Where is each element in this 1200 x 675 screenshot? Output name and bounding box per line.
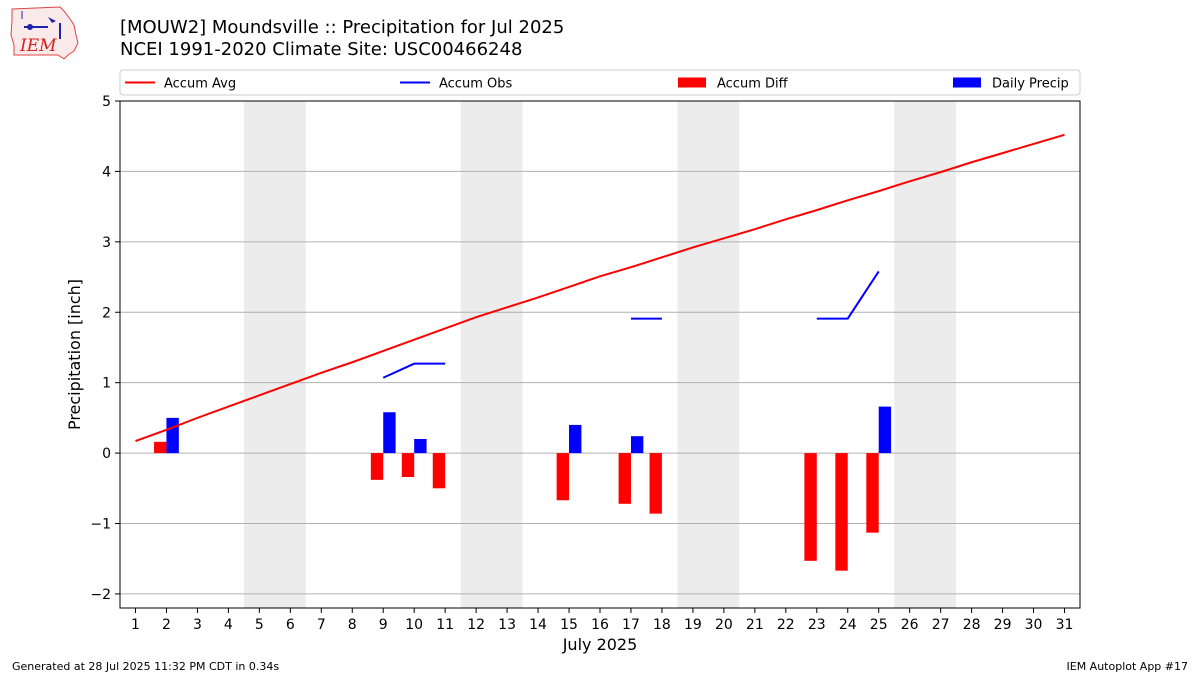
y-tick-label: 5 xyxy=(102,94,111,110)
x-tick-label: 22 xyxy=(777,617,795,633)
accum-diff-bar xyxy=(804,453,817,561)
x-axis-label: July 2025 xyxy=(562,635,638,654)
x-tick-label: 24 xyxy=(839,617,857,633)
x-tick-label: 3 xyxy=(193,617,202,633)
x-tick-label: 13 xyxy=(498,617,516,633)
x-tick-label: 20 xyxy=(715,617,733,633)
x-tick-label: 23 xyxy=(808,617,826,633)
accum-obs-line xyxy=(816,270,880,320)
y-tick-label: 4 xyxy=(102,164,111,180)
x-tick-label: 4 xyxy=(224,617,233,633)
chart-subtitle: NCEI 1991-2020 Climate Site: USC00466248 xyxy=(120,39,523,60)
y-tick-label: 1 xyxy=(102,376,111,392)
x-tick-label: 9 xyxy=(379,617,388,633)
daily-precip-bar xyxy=(166,417,179,454)
x-tick-label: 12 xyxy=(467,617,485,633)
daily-precip-bar xyxy=(414,439,427,454)
x-tick-label: 21 xyxy=(746,617,764,633)
daily-precip-bar xyxy=(630,436,644,454)
x-tick-label: 19 xyxy=(684,617,702,633)
x-tick-label: 5 xyxy=(255,617,264,633)
x-tick-label: 14 xyxy=(529,617,547,633)
y-tick-label: −1 xyxy=(90,517,111,533)
legend-box xyxy=(119,69,1081,96)
legend-label: Accum Diff xyxy=(717,77,789,92)
logo-text: IEM xyxy=(19,36,57,56)
daily-precip-bar xyxy=(383,412,396,454)
accum-diff-bar xyxy=(618,453,631,504)
x-tick-label: 27 xyxy=(932,617,950,633)
x-tick-label: 10 xyxy=(405,617,423,633)
accum-obs-line xyxy=(382,362,446,379)
x-tick-label: 1 xyxy=(131,617,140,633)
iem-logo-icon: IEM xyxy=(10,6,79,59)
footer-generated-text: Generated at 28 Jul 2025 11:32 PM CDT in… xyxy=(12,660,280,673)
x-tick-label: 2 xyxy=(162,617,171,633)
weekend-shade xyxy=(460,101,523,608)
x-tick-label: 17 xyxy=(622,617,640,633)
daily-precip-bar xyxy=(878,406,892,454)
x-tick-label: 25 xyxy=(870,617,888,633)
x-tick-label: 8 xyxy=(348,617,357,633)
accum-diff-bar xyxy=(154,441,167,454)
x-tick-label: 29 xyxy=(994,617,1012,633)
y-tick-label: −2 xyxy=(90,587,111,603)
legend-swatch-bar xyxy=(953,77,981,88)
y-tick-label: 3 xyxy=(102,235,111,251)
x-tick-label: 30 xyxy=(1025,617,1043,633)
legend-label: Accum Avg xyxy=(164,77,236,92)
legend-label: Accum Obs xyxy=(439,77,512,92)
y-axis-label: Precipitation [inch] xyxy=(65,279,84,430)
accum-diff-bar xyxy=(556,453,570,501)
y-tick-label: 2 xyxy=(102,305,111,321)
x-tick-label: 26 xyxy=(901,617,919,633)
chart-title: [MOUW2] Moundsville :: Precipitation for… xyxy=(120,17,565,38)
x-tick-label: 18 xyxy=(653,617,671,633)
accum-diff-bar xyxy=(866,453,879,533)
x-tick-label: 7 xyxy=(317,617,326,633)
weekend-shade xyxy=(677,101,740,608)
x-tick-label: 11 xyxy=(436,617,454,633)
legend: Accum Avg Accum Obs Accum Diff Daily Precip xyxy=(119,69,1081,96)
x-tick-label: 16 xyxy=(591,617,609,633)
x-tick-label: 31 xyxy=(1056,617,1074,633)
accum-diff-bar xyxy=(370,453,384,480)
accum-diff-bar xyxy=(835,453,848,571)
weekend-shade xyxy=(243,101,306,608)
accum-diff-bar xyxy=(432,453,446,489)
legend-label: Daily Precip xyxy=(992,77,1069,92)
accum-diff-bar xyxy=(401,453,415,478)
x-tick-label: 15 xyxy=(560,617,578,633)
legend-swatch-bar xyxy=(678,77,706,88)
accum-avg-line xyxy=(135,133,1065,443)
x-tick-label: 28 xyxy=(963,617,981,633)
accum-diff-bar xyxy=(649,453,662,514)
y-tick-label: 0 xyxy=(102,446,111,462)
footer-app-text: IEM Autoplot App #17 xyxy=(1066,660,1189,673)
x-tick-label: 6 xyxy=(286,617,295,633)
daily-precip-bar xyxy=(569,424,582,454)
